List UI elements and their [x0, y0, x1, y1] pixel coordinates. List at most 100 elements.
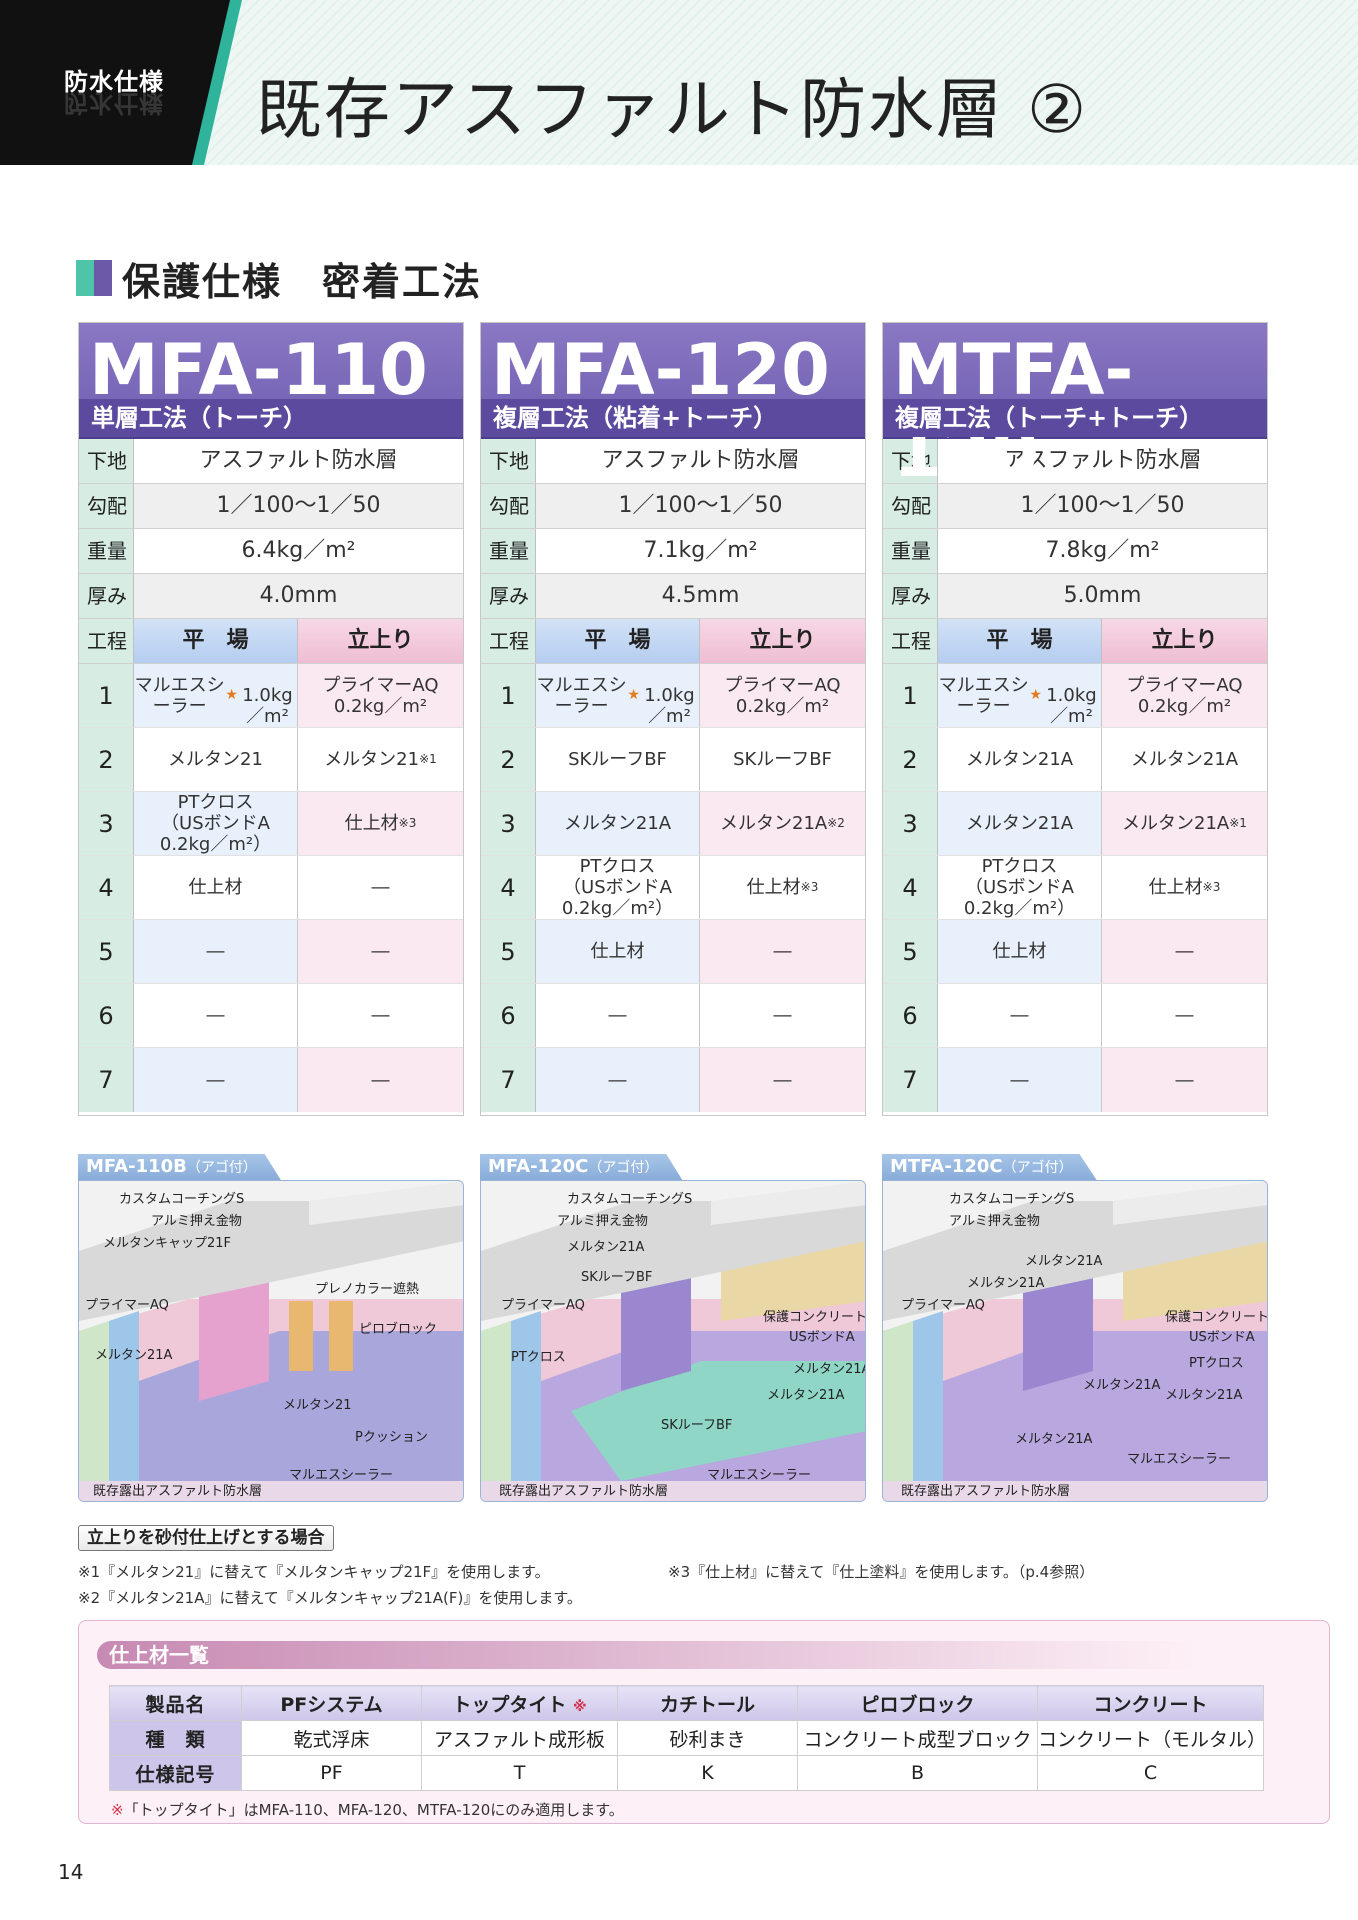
- diagram-code-sub: （アゴ付）: [588, 1160, 659, 1176]
- finishes-cell: B: [797, 1755, 1038, 1791]
- spec-header: MTFA-120 複層工法（トーチ+トーチ）: [883, 323, 1267, 493]
- spec-code: MFA-120: [491, 329, 830, 411]
- finishes-row-label: 製品名: [109, 1685, 242, 1721]
- process-step: 5 仕上材 ―: [883, 920, 1267, 984]
- step-flat: ―: [536, 1048, 700, 1112]
- layer-label: ピロブロック: [359, 1321, 437, 1337]
- wall-left-layer: [481, 1321, 511, 1501]
- layer-label: カスタムコーチングS: [567, 1192, 692, 1207]
- layer-label: マルエスシーラー: [1127, 1452, 1231, 1467]
- spec-row-key: 重量: [79, 529, 134, 573]
- step-number: 7: [79, 1048, 134, 1112]
- header-tag-bg: [0, 0, 235, 165]
- spec-row-key: 下地: [481, 439, 536, 483]
- coping: [309, 1181, 463, 1225]
- layer-label: メルタン21A: [967, 1276, 1045, 1291]
- step-flat: PTクロス （USボンドA 0.2kg／m²）: [938, 856, 1102, 919]
- process-header: 工程平 場立上り: [883, 619, 1267, 664]
- step-flat: メルタン21A: [938, 728, 1102, 791]
- finishes-row: 種 類乾式浮床 アスファルト成形板 砂利まき コンクリート成型ブロック コンクリート（モ…: [109, 1720, 1266, 1756]
- spec-method: 単層工法（トーチ）: [79, 399, 463, 437]
- layer-label: メルタン21A: [567, 1240, 645, 1255]
- process-label: 工程: [481, 619, 536, 663]
- layer-label: USボンドA: [789, 1330, 855, 1345]
- process-step: 3 メルタン21A メルタン21A ※2: [481, 792, 865, 856]
- diagram-tab: MFA-110B（アゴ付）: [78, 1154, 281, 1180]
- layer-diagram: カスタムコーチングS アルミ押え金物 メルタン21A SKルーフBF プライマーAQ 保護…: [480, 1180, 866, 1502]
- process-step: 4 PTクロス （USボンドA 0.2kg／m²） 仕上材 ※3: [481, 856, 865, 920]
- layer-label: メルタン21A: [793, 1362, 866, 1377]
- flat-label: 平 場: [938, 619, 1102, 663]
- step-number: 7: [883, 1048, 938, 1112]
- section-mark-icon: [76, 260, 112, 296]
- layer-label: USボンドA: [1189, 1330, 1255, 1345]
- finishes-cell: 砂利まき: [617, 1720, 798, 1756]
- process-step: 1 マルエスシーラー ★ 1.0kg／m² プライマーAQ 0.2kg／m²: [883, 664, 1267, 728]
- spec-row-key: 下地: [883, 439, 938, 483]
- step-number: 5: [79, 920, 134, 983]
- page-header: 防水仕様 防水仕様 既存アスファルト防水層 ②: [0, 0, 1358, 165]
- finishes-title: 仕上材一覧: [97, 1641, 1197, 1669]
- finishes-row-label: 仕様記号: [109, 1755, 242, 1791]
- finishes-cell: T: [421, 1755, 618, 1791]
- header-tag-reflection: 防水仕様: [64, 89, 164, 117]
- layer-label: PTクロス: [1189, 1356, 1244, 1371]
- step-upturn: メルタン21A ※1: [1102, 792, 1267, 855]
- step-flat: ―: [536, 984, 700, 1047]
- process-step: 6 ― ―: [883, 984, 1267, 1048]
- sand-finish-chip: 立上りを砂付仕上げとする場合: [78, 1525, 334, 1551]
- diagram-code: MFA-110B: [86, 1156, 187, 1177]
- process-step: 4 仕上材 ―: [79, 856, 463, 920]
- note-2: ※2『メルタン21A』に替えて『メルタンキャップ21A(F)』を使用します。: [78, 1589, 582, 1607]
- layer-label: プライマーAQ: [901, 1298, 985, 1313]
- process-step: 1 マルエスシーラー ★ 1.0kg／m² プライマーAQ 0.2kg／m²: [481, 664, 865, 728]
- spec-table-mfa-110: MFA-110 単層工法（トーチ） 下地 アスファルト防水層 勾配 1／100～1／50 重…: [78, 322, 464, 1116]
- step-number: 4: [481, 856, 536, 919]
- spec-row-value: アスファルト防水層: [199, 448, 398, 473]
- step-number: 7: [481, 1048, 536, 1112]
- finishes-table: 製品名 PFシステム トップタイト ※ カチトール ピロブロック コンクリート種 類乾式浮…: [109, 1685, 1266, 1791]
- spec-row: 下地 アスファルト防水層: [79, 439, 463, 484]
- step-flat: 仕上材: [938, 920, 1102, 983]
- step-number: 6: [883, 984, 938, 1047]
- layer-label: アルミ押え金物: [949, 1213, 1040, 1229]
- page-title: 既存アスファルト防水層 ②: [256, 71, 1089, 148]
- step-upturn: ―: [1102, 1048, 1267, 1112]
- step-flat: ―: [134, 1048, 298, 1112]
- finishes-cell: コンクリート成型ブロック: [797, 1720, 1038, 1756]
- step-number: 6: [481, 984, 536, 1047]
- step-number: 1: [79, 664, 134, 727]
- process-step: 5 ― ―: [79, 920, 463, 984]
- spec-row: 重量 7.8kg／m²: [883, 529, 1267, 574]
- step-upturn: 仕上材 ※3: [700, 856, 865, 919]
- layer-label: メルタン21A: [1083, 1378, 1161, 1393]
- step-upturn: 仕上材 ※3: [298, 792, 463, 855]
- layer-label: 保護コンクリート: [1165, 1309, 1268, 1325]
- note-1: ※1『メルタン21』に替えて『メルタンキャップ21F』を使用します。: [78, 1563, 550, 1581]
- layer-label: アルミ押え金物: [557, 1213, 648, 1229]
- spec-row: 下地 アスファルト防水層: [481, 439, 865, 484]
- diagram-code-sub: （アゴ付）: [1002, 1160, 1073, 1176]
- section-heading: 保護仕様 密着工法: [76, 256, 482, 304]
- layer-label: SKルーフBF: [661, 1418, 732, 1433]
- note-3: ※3『仕上材』に替えて『仕上塗料』を使用します。（p.4参照）: [668, 1563, 1095, 1581]
- finishes-cell: カチトール: [617, 1685, 798, 1721]
- parapet-top: [481, 1201, 865, 1321]
- process-step: 1 マルエスシーラー ★ 1.0kg／m² プライマーAQ 0.2kg／m²: [79, 664, 463, 728]
- spec-header: MFA-110 単層工法（トーチ）: [79, 323, 463, 439]
- process-step: 3 PTクロス （USボンドA 0.2kg／m²） 仕上材 ※3: [79, 792, 463, 856]
- spec-method: 複層工法（トーチ+トーチ）: [883, 399, 1267, 437]
- layer-diagram: カスタムコーチングS アルミ押え金物 メルタン21A メルタン21A プライマーAQ 保護…: [882, 1180, 1268, 1502]
- spec-row: 重量 6.4kg／m²: [79, 529, 463, 574]
- step-flat: 仕上材: [536, 920, 700, 983]
- spec-row: 重量 7.1kg／m²: [481, 529, 865, 574]
- layer-label: Pクッション: [355, 1430, 428, 1445]
- finishes-cell: アスファルト成形板: [421, 1720, 618, 1756]
- spec-row-value: 4.5mm: [536, 574, 865, 618]
- process-header: 工程平 場立上り: [481, 619, 865, 664]
- step-flat: マルエスシーラー ★ 1.0kg／m²: [134, 664, 298, 727]
- coping: [1113, 1181, 1267, 1225]
- step-upturn: メルタン21A ※2: [700, 792, 865, 855]
- spec-row-value: 7.1kg／m²: [643, 538, 758, 563]
- layer-label: SKルーフBF: [581, 1270, 652, 1285]
